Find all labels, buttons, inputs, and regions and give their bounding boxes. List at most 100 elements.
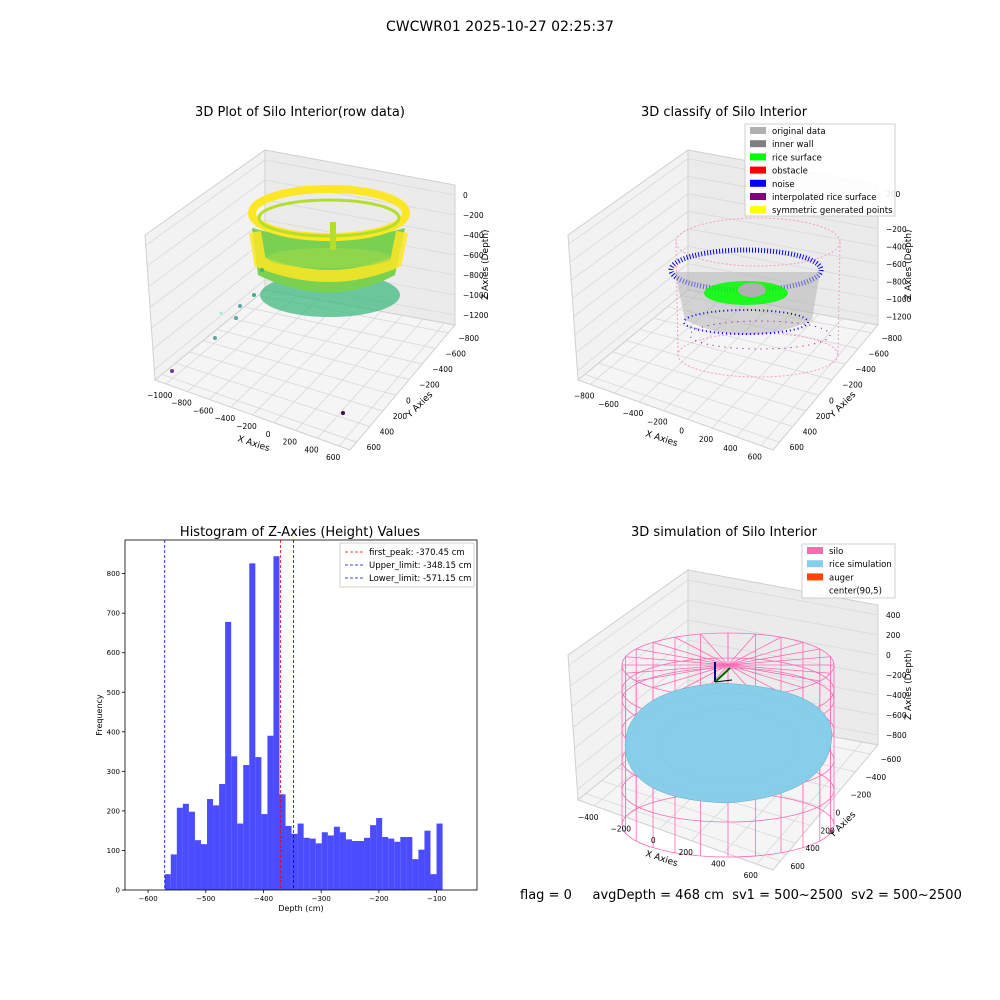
histogram-bar	[285, 825, 292, 890]
y-tick-label: 0	[836, 809, 841, 818]
y-tick-label: −400	[432, 365, 453, 374]
figure-title: CWCWR01 2025-10-27 02:25:37	[386, 19, 614, 35]
histogram-bar	[279, 794, 286, 890]
grid-line	[216, 328, 410, 381]
y-axis-label: Y Axies	[827, 390, 858, 421]
grid-line	[230, 303, 340, 408]
grid-line	[295, 315, 403, 431]
grid-line	[584, 373, 780, 443]
grid-line	[577, 280, 689, 372]
y-tick-label: −600	[445, 349, 466, 358]
histogram-bar	[424, 830, 431, 890]
grid-line	[230, 317, 423, 365]
silo-roof-line	[636, 648, 729, 666]
histogram-bar	[358, 840, 365, 890]
grid-line	[151, 239, 266, 329]
histogram-bar	[388, 838, 395, 890]
grid-line	[687, 579, 879, 616]
grid-line	[574, 659, 689, 749]
y-tick-label: 600	[791, 862, 806, 871]
legend-label: noise	[772, 180, 795, 190]
panel-histogram: Histogram of Z-Axies (Height) Values −60…	[95, 525, 478, 913]
y-tick-label: 800	[107, 570, 120, 578]
y-tick-label: 400	[107, 728, 120, 736]
histogram-bar	[273, 556, 280, 890]
z-axis-label: Z Axies (Depth)	[904, 229, 914, 300]
x-tick-label: −200	[647, 418, 668, 427]
grid-line	[589, 291, 701, 385]
legend: first_peak: -370.45 cm Upper_limit: -348.…	[339, 542, 475, 588]
grid-line	[189, 351, 383, 412]
panel-title: 3D Plot of Silo Interior(row data)	[195, 105, 405, 120]
histogram-bar	[430, 874, 437, 890]
y-tick-label: 600	[367, 443, 382, 452]
grid-line	[568, 158, 689, 245]
y-tick-label: −200	[851, 791, 872, 800]
legend-label: inner wall	[772, 140, 813, 150]
legend-swatch	[807, 586, 823, 594]
histogram-bar	[194, 840, 201, 890]
legend-label: obstacle	[772, 167, 808, 177]
legend-label: Lower_limit: -571.15 cm	[369, 574, 471, 584]
y-tick-label: 200	[393, 412, 408, 421]
silo-point-cloud	[170, 185, 410, 415]
grid-line	[598, 362, 793, 427]
grid-line	[187, 295, 297, 392]
grid-line	[687, 228, 879, 265]
z-tick-label: −400	[886, 242, 907, 251]
silo-roof-line	[727, 636, 782, 666]
grid-line	[264, 159, 456, 196]
legend-label: first_peak: -370.45 cm	[369, 548, 465, 558]
x-tick-label: 0	[679, 426, 684, 435]
grid-line	[152, 259, 266, 350]
z-tick-label: −800	[886, 731, 907, 740]
legend-swatch	[750, 206, 766, 214]
z-tick-label: −600	[886, 711, 907, 720]
z-tick-label: −200	[886, 225, 907, 234]
y-tick-label: 600	[107, 649, 120, 657]
grid-line	[653, 317, 846, 365]
legend-swatch	[807, 547, 823, 554]
y-tick-label: 400	[806, 844, 821, 853]
grid-line	[626, 340, 820, 396]
grid-line	[612, 351, 806, 412]
legend-swatch	[807, 573, 823, 581]
silo-roof-line	[727, 641, 804, 666]
histogram-bar	[188, 811, 195, 890]
histogram-bar	[213, 805, 220, 890]
x-tick-label: 600	[326, 453, 341, 462]
y-tick-label: 0	[829, 396, 834, 405]
x-tick-label: −400	[578, 813, 599, 822]
histogram-bar	[243, 765, 250, 890]
grid-line	[570, 193, 689, 281]
grid-line	[575, 263, 689, 354]
grid-line	[148, 199, 266, 288]
x-tick-label: −600	[598, 400, 619, 409]
grid-line	[572, 210, 689, 299]
y-tick-label: −800	[881, 334, 902, 343]
z-tick-label: −1200	[463, 311, 489, 320]
z-tick-label: −600	[886, 260, 907, 269]
x-tick-label: 200	[283, 438, 298, 447]
z-tick-label: 0	[886, 651, 891, 660]
panel-title: Histogram of Z-Axies (Height) Values	[180, 525, 420, 540]
axis-ticks: −1000−800−600−400−2000200400600−800−600−…	[147, 191, 488, 462]
histogram-bar	[164, 874, 171, 890]
legend-swatch	[750, 193, 766, 200]
avg-depth-value: avgDepth = 468 cm	[592, 888, 724, 903]
flag-value: flag = 0	[520, 888, 572, 903]
y-axis-label: Frequency	[95, 694, 104, 736]
z-axis-label: Z Axies (Depth)	[904, 649, 914, 720]
grid-line	[687, 599, 879, 636]
silo-roof-line	[727, 664, 804, 689]
x-tick-label: 600	[748, 453, 763, 462]
legend-label: rice surface	[772, 153, 822, 163]
y-tick-label: 200	[816, 412, 831, 421]
panel-simulation: 3D simulation of Silo Interior −400 −200 0…	[567, 525, 914, 880]
grid-line	[585, 793, 781, 862]
y-tick-label: 700	[107, 610, 120, 618]
histogram-bar	[176, 807, 183, 890]
x-tick-label: 400	[711, 860, 726, 869]
grid-line	[687, 210, 879, 247]
